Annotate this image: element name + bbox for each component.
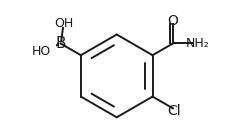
Text: HO: HO	[32, 45, 52, 58]
Text: NH₂: NH₂	[186, 37, 210, 50]
Text: B: B	[55, 36, 66, 51]
Text: OH: OH	[54, 17, 73, 30]
Text: O: O	[168, 14, 178, 28]
Text: Cl: Cl	[167, 104, 180, 118]
